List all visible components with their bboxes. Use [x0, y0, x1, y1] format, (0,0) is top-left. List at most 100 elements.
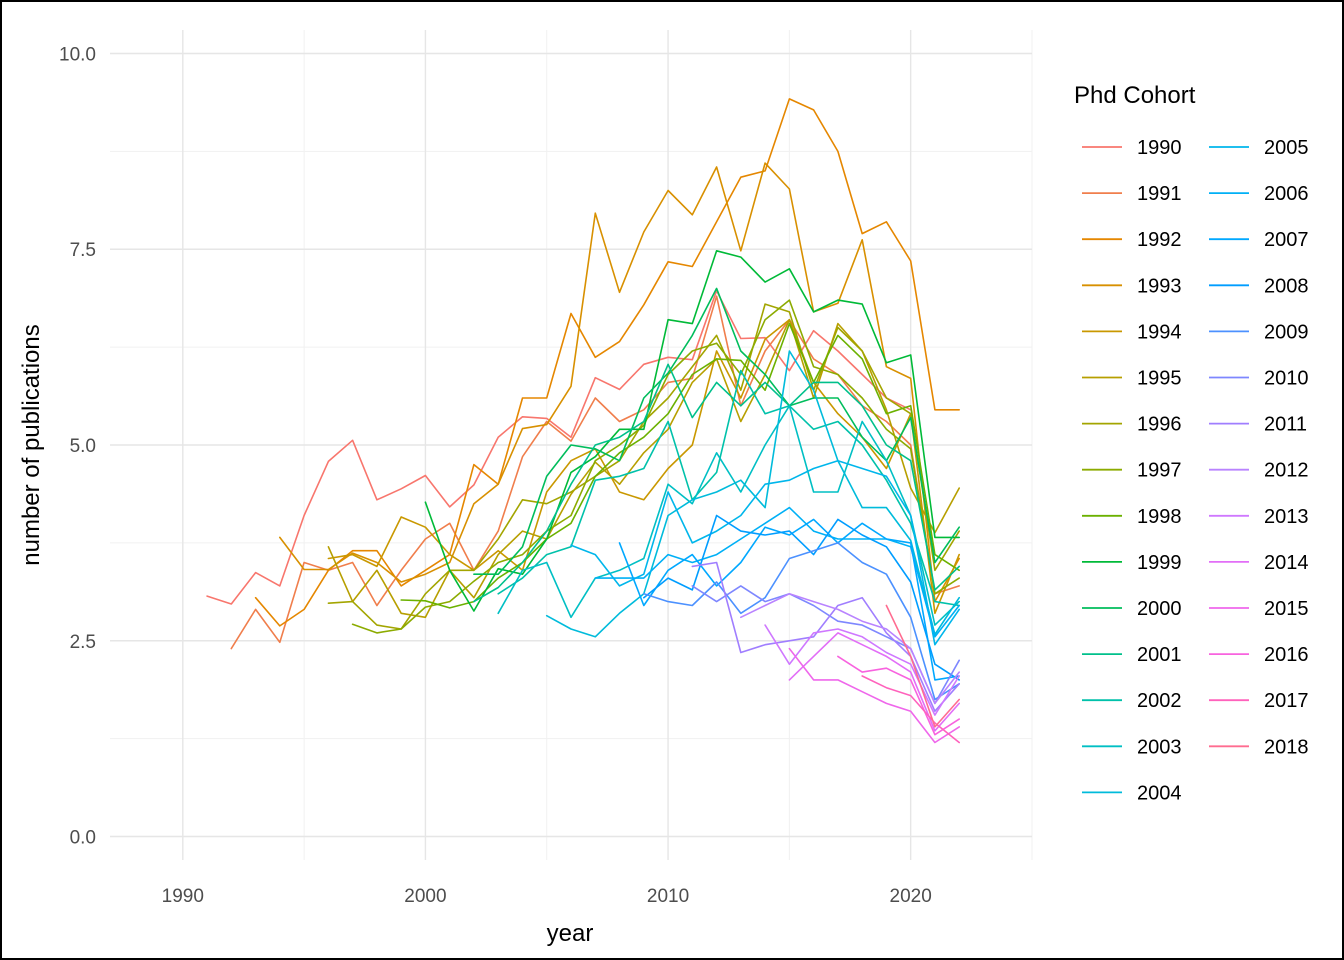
- legend-item-label: 1998: [1137, 506, 1182, 528]
- legend-item-label: 1992: [1137, 229, 1182, 251]
- legend-item-2009: 2009: [1209, 321, 1309, 343]
- series-lines: [206, 98, 961, 744]
- legend-item-label: 1991: [1137, 183, 1182, 205]
- series-line-1992: [254, 98, 961, 627]
- legend-item-label: 1993: [1137, 275, 1182, 297]
- legend-item-1990: 1990: [1082, 137, 1182, 159]
- legend-item-label: 2016: [1264, 644, 1309, 666]
- y-tick-label: 0.0: [70, 828, 96, 849]
- legend-item-2012: 2012: [1209, 460, 1309, 482]
- series-line-2011: [691, 561, 961, 713]
- series-line-1994: [327, 318, 961, 615]
- legend-title: Phd Cohort: [1074, 82, 1196, 109]
- legend-item-label: 2007: [1264, 229, 1309, 251]
- series-line-2002: [497, 369, 961, 607]
- legend-item-label: 2010: [1264, 368, 1309, 390]
- legend-item-2010: 2010: [1209, 368, 1309, 390]
- legend-item-label: 2008: [1264, 275, 1309, 297]
- x-tick-label: 2000: [404, 886, 446, 907]
- series-line-2015: [788, 647, 961, 744]
- legend-item-1995: 1995: [1082, 368, 1182, 390]
- legend-item-label: 1997: [1137, 460, 1182, 482]
- series-line-2009: [642, 542, 961, 701]
- series-line-2013: [764, 624, 961, 716]
- legend-item-1994: 1994: [1082, 321, 1182, 343]
- series-line-1991: [230, 295, 961, 650]
- legend-item-label: 1994: [1137, 321, 1182, 343]
- legend-item-label: 2018: [1264, 736, 1309, 758]
- legend-item-2013: 2013: [1209, 506, 1309, 528]
- legend-item-1998: 1998: [1082, 506, 1182, 528]
- legend-item-label: 1999: [1137, 552, 1182, 574]
- legend-item-2018: 2018: [1209, 736, 1309, 758]
- legend-item-2017: 2017: [1209, 690, 1309, 712]
- legend-item-1997: 1997: [1082, 460, 1182, 482]
- y-tick-label: 10.0: [59, 44, 96, 65]
- legend-item-2016: 2016: [1209, 644, 1309, 666]
- legend-item-label: 2009: [1264, 321, 1309, 343]
- legend-items: 1990 1991 1992 1993 1994 1995 1996 1997 1998 1999…: [1082, 137, 1309, 804]
- y-tick-label: 2.5: [70, 632, 96, 653]
- series-line-1999: [424, 250, 961, 612]
- legend-item-label: 2005: [1264, 137, 1309, 159]
- legend-item-label: 2012: [1264, 460, 1309, 482]
- series-line-1996: [327, 303, 961, 630]
- legend-item-label: 2002: [1137, 690, 1182, 712]
- legend-item-1996: 1996: [1082, 414, 1182, 436]
- legend-item-label: 1990: [1137, 137, 1182, 159]
- legend-item-1999: 1999: [1082, 552, 1182, 574]
- y-tick-label: 7.5: [70, 240, 96, 261]
- legend-item-label: 2000: [1137, 598, 1182, 620]
- y-tick-label: 5.0: [70, 436, 96, 457]
- legend-item-2015: 2015: [1209, 598, 1309, 620]
- series-line-2001: [473, 363, 961, 603]
- minor-gridlines: [110, 30, 1033, 860]
- legend-item-label: 2011: [1264, 414, 1307, 436]
- series-line-1997: [351, 299, 961, 634]
- series-line-2017: [861, 675, 961, 744]
- x-tick-label: 2020: [890, 886, 932, 907]
- legend: Phd Cohort 19901991199219931994199519961…: [1074, 82, 1309, 804]
- legend-item-label: 2013: [1264, 506, 1309, 528]
- major-gridlines: [110, 30, 1032, 860]
- legend-item-1993: 1993: [1082, 275, 1182, 297]
- series-line-1990: [206, 289, 912, 605]
- series-line-2012: [739, 592, 961, 705]
- x-axis-tick-labels: 1990 2000 2010 2020: [162, 886, 932, 907]
- legend-item-label: 1996: [1137, 414, 1182, 436]
- legend-item-1992: 1992: [1082, 229, 1182, 251]
- x-tick-label: 1990: [162, 886, 204, 907]
- legend-item-2006: 2006: [1209, 183, 1309, 205]
- series-line-1998: [400, 322, 961, 609]
- legend-item-label: 2001: [1137, 644, 1182, 666]
- legend-item-label: 2017: [1264, 690, 1309, 712]
- series-line-1995: [327, 318, 961, 619]
- legend-item-2000: 2000: [1082, 598, 1182, 620]
- legend-item-2011: 2011: [1209, 414, 1307, 436]
- x-axis-title: year: [547, 920, 594, 947]
- y-axis-title: number of publications: [18, 324, 45, 565]
- series-line-2008: [642, 514, 961, 681]
- series-line-1993: [278, 162, 961, 603]
- series-line-2004: [545, 350, 961, 638]
- legend-item-2007: 2007: [1209, 229, 1309, 251]
- legend-item-label: 2015: [1264, 598, 1309, 620]
- series-line-2005: [570, 459, 961, 646]
- series-line-2016: [837, 655, 961, 736]
- legend-item-label: 2006: [1264, 183, 1309, 205]
- legend-item-2001: 2001: [1082, 644, 1182, 666]
- series-line-2000: [473, 287, 961, 576]
- legend-item-2014: 2014: [1209, 552, 1309, 574]
- series-line-2003: [497, 404, 961, 626]
- legend-item-2008: 2008: [1209, 275, 1309, 297]
- legend-item-label: 2014: [1264, 552, 1309, 574]
- legend-item-label: 2004: [1137, 782, 1182, 804]
- legend-item-2005: 2005: [1209, 137, 1309, 159]
- legend-item-2004: 2004: [1082, 782, 1182, 804]
- legend-item-1991: 1991: [1082, 183, 1182, 205]
- legend-item-label: 1995: [1137, 368, 1182, 390]
- series-line-2007: [618, 518, 961, 681]
- legend-item-2003: 2003: [1082, 736, 1182, 758]
